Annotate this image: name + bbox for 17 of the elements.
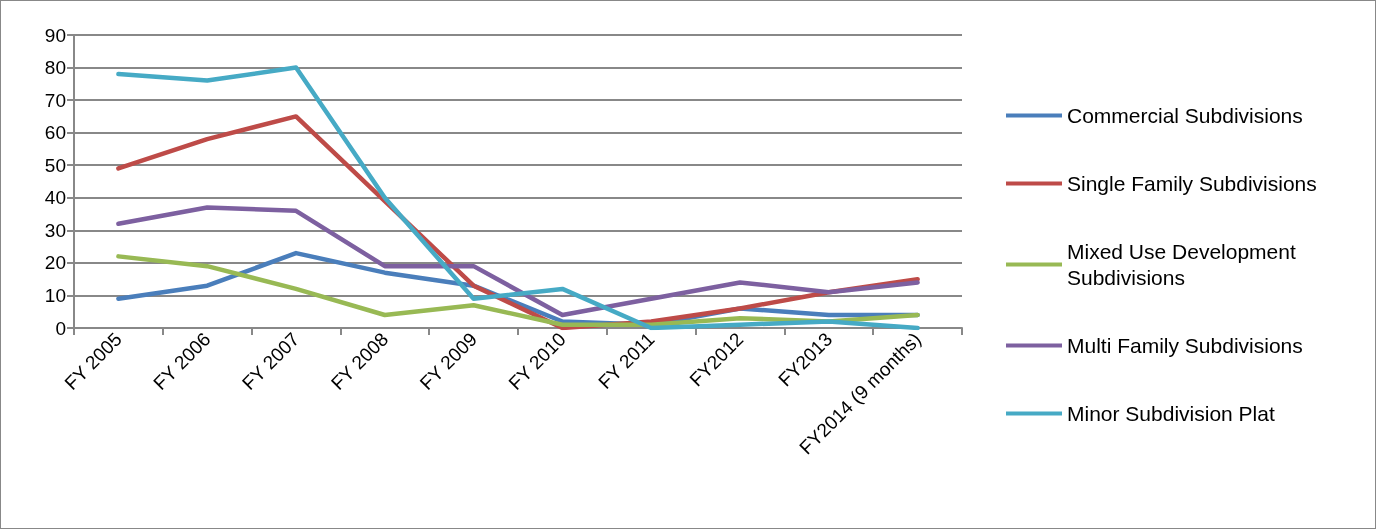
y-tick-label: 70 — [44, 89, 66, 111]
legend-label: Multi Family Subdivisions — [1067, 334, 1303, 357]
y-tick-label: 60 — [44, 122, 66, 144]
y-tick-label: 90 — [44, 24, 66, 46]
line-series — [116, 205, 920, 318]
legend-label: Single Family Subdivisions — [1067, 172, 1317, 195]
y-tick-label: 20 — [44, 252, 66, 274]
y-tick-label: 80 — [44, 57, 66, 79]
legend-label: Commercial Subdivisions — [1067, 104, 1303, 127]
legend-label: Mixed Use Development Subdivisions — [1067, 240, 1302, 289]
y-tick-label: 10 — [44, 284, 66, 306]
y-tick-label: 40 — [44, 187, 66, 209]
y-tick-label: 30 — [44, 219, 66, 241]
legend-label: Minor Subdivision Plat — [1067, 402, 1275, 425]
line-series — [116, 65, 920, 331]
y-tick-label: 0 — [55, 317, 66, 339]
y-tick-label: 50 — [44, 154, 66, 176]
